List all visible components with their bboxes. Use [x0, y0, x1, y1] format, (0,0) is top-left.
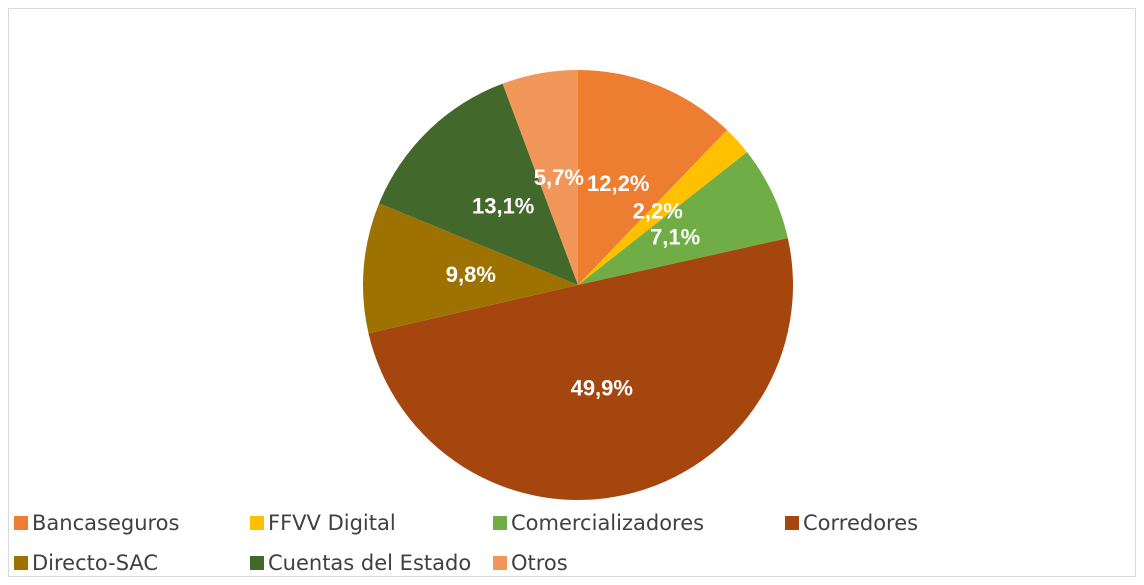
legend-swatch: [493, 516, 507, 530]
legend-swatch: [250, 516, 264, 530]
pie-slice: [578, 130, 748, 285]
pie-slice: [379, 83, 578, 285]
data-label: 12,2%: [587, 171, 649, 196]
data-label: 49,9%: [571, 376, 633, 401]
pie-slice: [578, 70, 728, 285]
legend-label: Comercializadores: [511, 511, 704, 535]
data-label: 5,7%: [534, 165, 584, 190]
legend-swatch: [493, 556, 507, 570]
legend-label: Cuentas del Estado: [268, 551, 471, 575]
legend-swatch: [785, 516, 799, 530]
legend-label: Otros: [511, 551, 568, 575]
pie-slice: [362, 203, 578, 334]
data-label: 2,2%: [633, 199, 683, 224]
legend-label: Bancaseguros: [32, 511, 179, 535]
data-label: 9,8%: [446, 262, 496, 287]
legend-label: Corredores: [803, 511, 918, 535]
legend-swatch: [250, 556, 264, 570]
pie-slice: [502, 70, 578, 285]
legend-label: Directo-SAC: [32, 551, 158, 575]
pie-slice: [368, 238, 793, 500]
data-label: 13,1%: [472, 194, 534, 219]
legend-label: FFVV Digital: [268, 511, 396, 535]
data-label: 7,1%: [650, 225, 700, 250]
legend-swatch: [14, 556, 28, 570]
pie-slice: [578, 152, 788, 285]
legend-swatch: [14, 516, 28, 530]
